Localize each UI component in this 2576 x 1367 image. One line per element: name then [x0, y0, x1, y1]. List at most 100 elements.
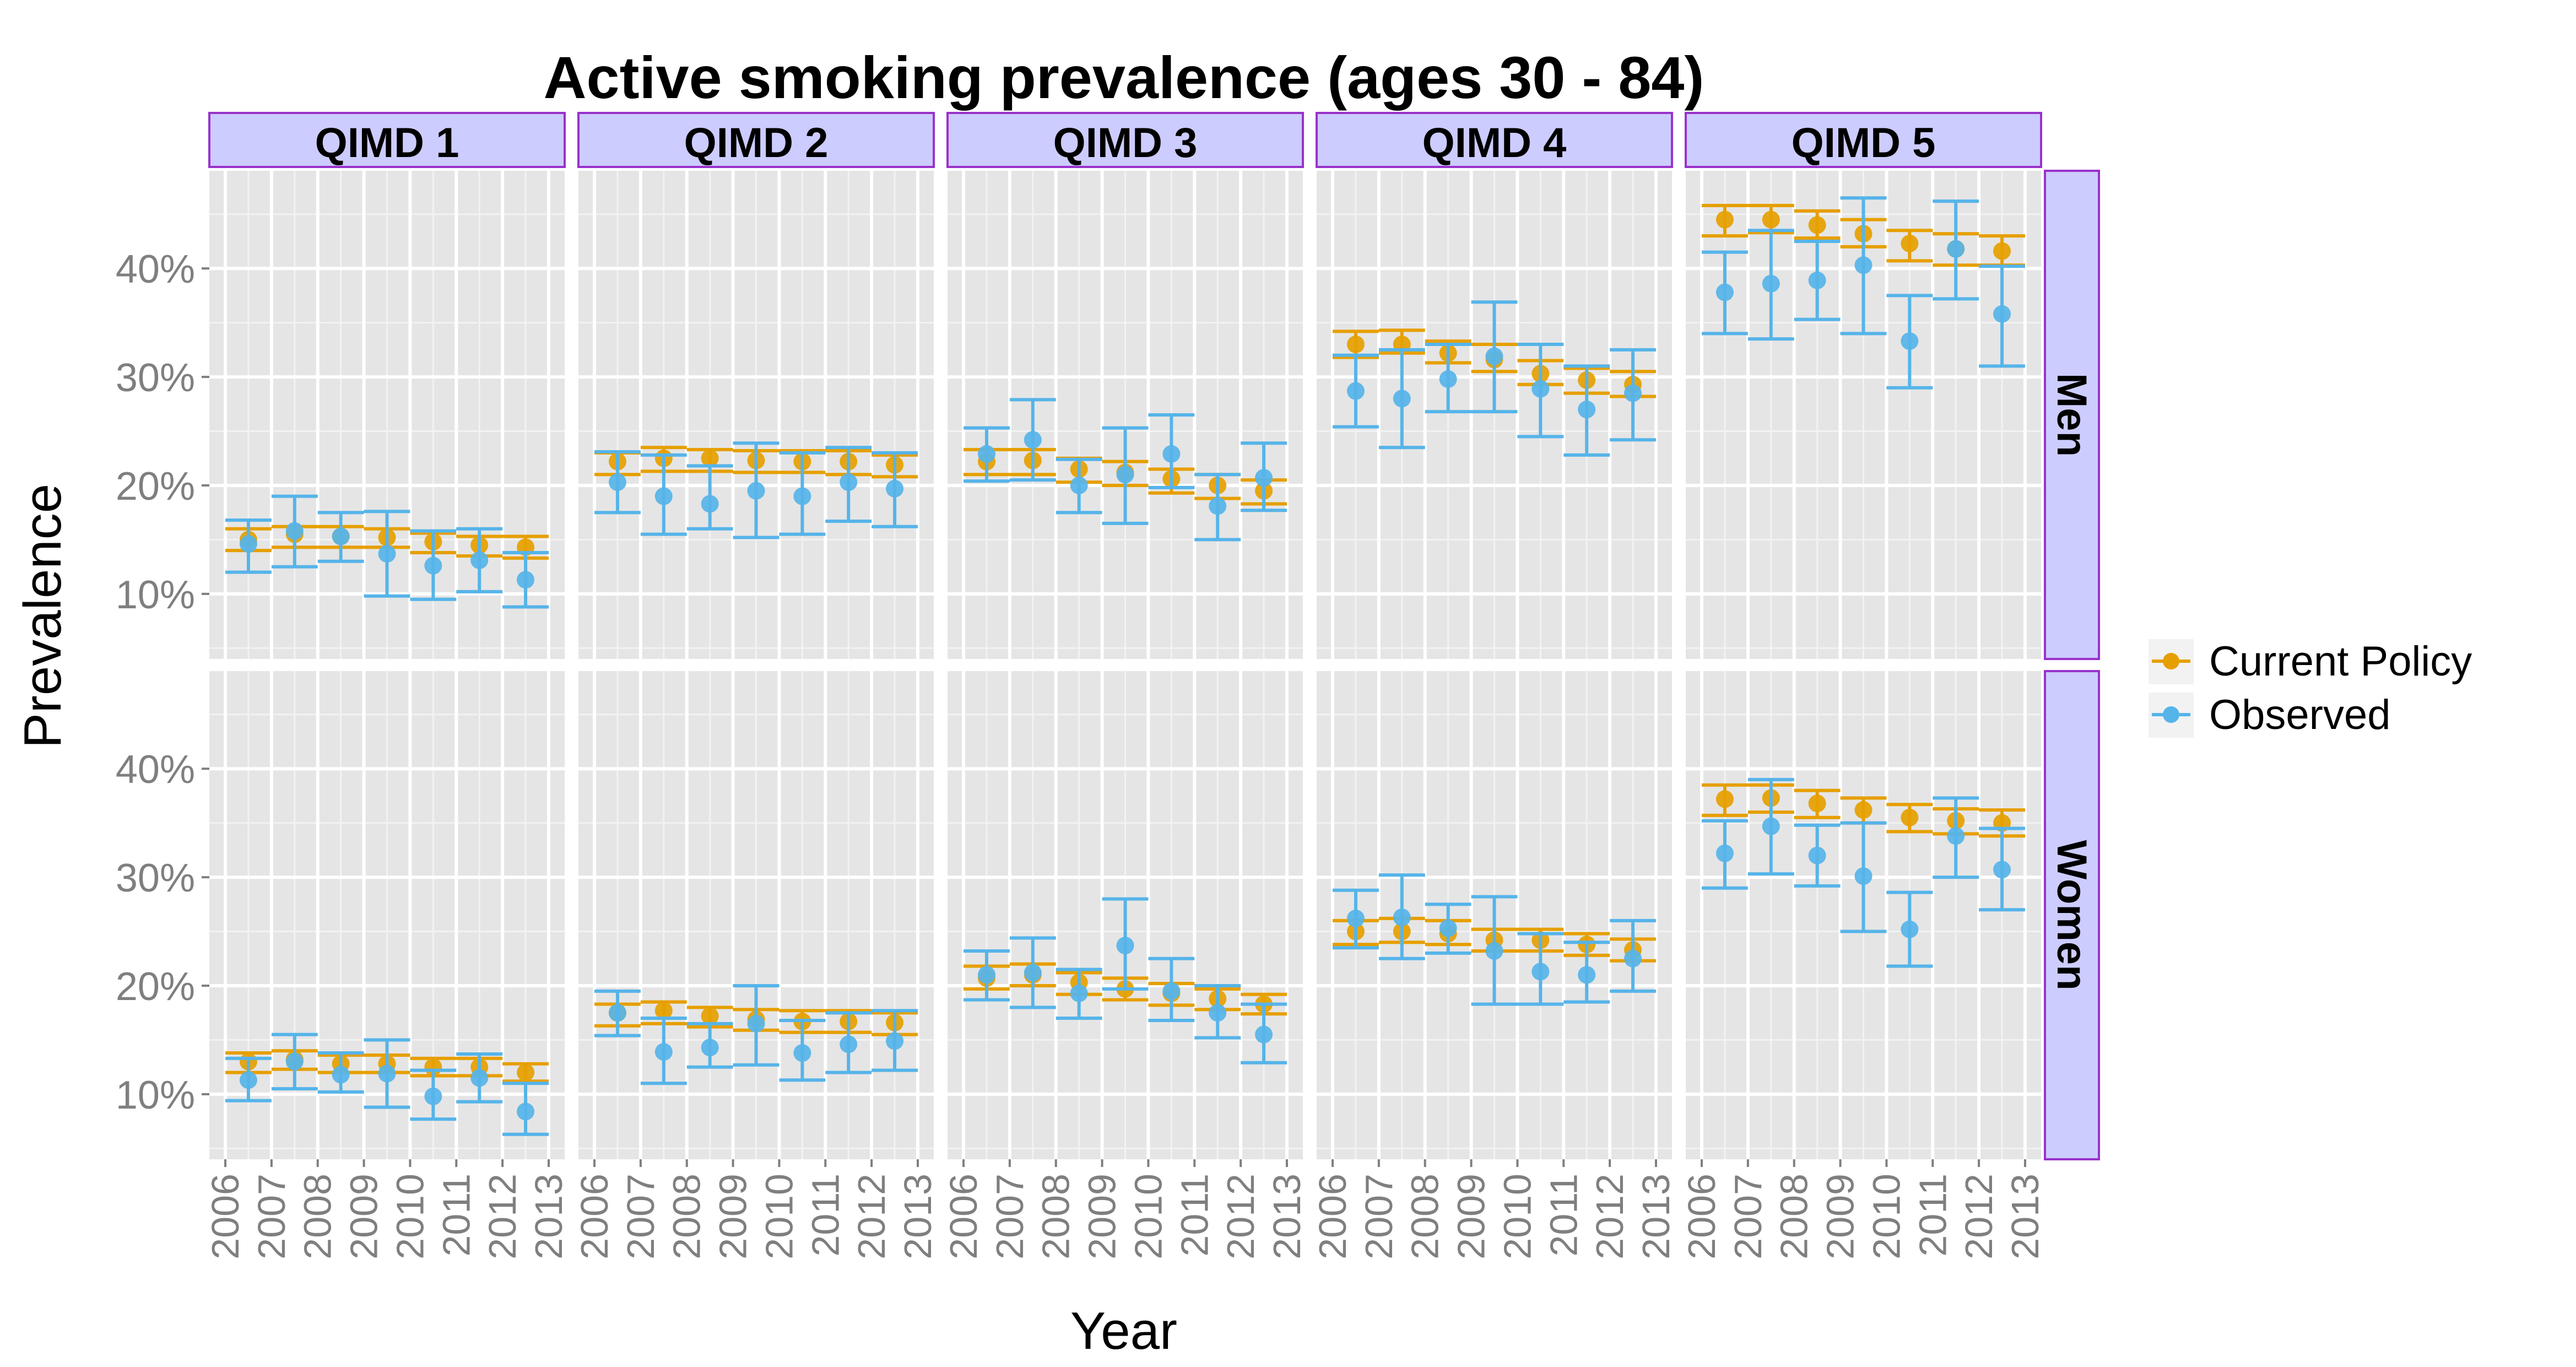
data-point [1808, 795, 1826, 813]
data-point [1808, 271, 1826, 289]
data-point [701, 1007, 719, 1025]
data-point [1624, 949, 1642, 968]
data-point [840, 473, 858, 491]
data-point [1578, 401, 1596, 419]
x-tick-label: 2011 [1173, 1174, 1216, 1257]
strip-label: QIMD 3 [1053, 120, 1198, 166]
data-point [654, 1002, 673, 1020]
data-point [747, 482, 765, 500]
data-point [1901, 234, 1919, 252]
x-tick-label: 2006 [573, 1174, 616, 1260]
legend-item-observed: Observed [2149, 691, 2391, 738]
x-tick-label: 2013 [2004, 1174, 2047, 1260]
legend-item-current-policy: Current Policy [2149, 638, 2472, 685]
series-observed-qimd-2-women [594, 984, 918, 1085]
x-tick-label: 2009 [1450, 1174, 1493, 1260]
strip-background [1316, 112, 1673, 168]
strip-men: Men [2044, 170, 2100, 660]
data-point [886, 479, 904, 498]
data-point [793, 487, 811, 505]
data-point [1255, 1025, 1273, 1044]
data-point [1993, 242, 2011, 260]
x-tick-label: 2008 [665, 1174, 708, 1260]
y-tick-label: 40% [116, 247, 195, 291]
strip-women: Women [2044, 670, 2100, 1160]
data-point [1209, 1004, 1227, 1022]
series-observed-qimd-5-women [1702, 777, 2025, 968]
y-tick-label: 20% [116, 464, 195, 509]
data-point [886, 1032, 904, 1050]
data-point [1808, 846, 1826, 864]
x-axis-label: Year [1070, 1301, 1177, 1360]
x-tick-label: 2013 [896, 1174, 939, 1260]
panel-qimd-2-women [578, 671, 934, 1159]
data-point [1531, 963, 1550, 981]
strip-label: QIMD 5 [1792, 120, 1936, 166]
data-point [1531, 380, 1550, 398]
x-tick-label: 2013 [1265, 1174, 1308, 1260]
y-tick-label: 30% [116, 356, 195, 400]
data-point [1070, 476, 1088, 494]
series-current-policy-qimd-2-women [594, 1000, 918, 1036]
strip-qimd-5: QIMD 5 [1685, 112, 2042, 168]
data-point [1578, 966, 1596, 984]
legend: Current Policy Observed [2149, 638, 2472, 738]
data-point [608, 1004, 626, 1022]
x-tick-label: 2009 [1081, 1174, 1124, 1260]
data-point [517, 1103, 535, 1121]
x-tick-label: 2007 [988, 1174, 1031, 1260]
x-tick-label: 2012 [1219, 1174, 1262, 1260]
x-tick-label: 2011 [1542, 1174, 1585, 1257]
data-point [1993, 861, 2011, 879]
strip-label: Women [2048, 840, 2095, 990]
x-tick-label: 2012 [1588, 1174, 1631, 1260]
data-point [1624, 384, 1642, 402]
x-tick-label: 2013 [1635, 1174, 1677, 1260]
strip-qimd-3: QIMD 3 [946, 112, 1304, 168]
series-observed-qimd-1-women [225, 1033, 549, 1136]
data-point [1255, 469, 1273, 487]
data-point [470, 1069, 489, 1087]
data-point [654, 1043, 673, 1061]
data-point [1393, 908, 1411, 926]
x-tick-label: 2007 [250, 1174, 293, 1260]
data-point [470, 551, 489, 569]
data-point [517, 1063, 535, 1082]
x-tick-label: 2008 [1773, 1174, 1816, 1260]
data-point [1715, 283, 1734, 301]
panel-qimd-2-men [578, 171, 934, 659]
data-point [1393, 390, 1411, 408]
series-observed-qimd-4-women [1333, 873, 1656, 1006]
data-point [378, 1065, 396, 1083]
chart-title: Active smoking prevalence (ages 30 - 84) [544, 44, 1704, 111]
x-tick-label: 2008 [1404, 1174, 1447, 1260]
x-tick-label: 2006 [942, 1174, 985, 1260]
data-point [1808, 216, 1826, 234]
data-point [1346, 909, 1365, 927]
data-point [1854, 801, 1873, 819]
data-point [285, 522, 304, 540]
strip-background [2044, 670, 2100, 1160]
y-tick-label: 10% [116, 573, 195, 617]
strip-qimd-4: QIMD 4 [1316, 112, 1673, 168]
series-observed-qimd-3-men [964, 398, 1287, 542]
data-point [1715, 790, 1734, 808]
legend-key-point [2163, 653, 2179, 669]
strip-background [946, 112, 1304, 168]
data-point [1762, 817, 1780, 835]
x-tick-label: 2012 [1957, 1174, 2000, 1260]
data-point [1024, 431, 1042, 449]
data-point [1854, 867, 1873, 885]
legend-label: Observed [2209, 691, 2391, 738]
strip-label: Men [2048, 373, 2095, 457]
data-point [654, 487, 673, 505]
series-observed-qimd-1-men [225, 494, 549, 609]
data-point [1901, 920, 1919, 938]
x-tick-label: 2010 [388, 1174, 431, 1260]
x-tick-label: 2012 [481, 1174, 524, 1260]
data-point [285, 1052, 304, 1071]
data-point [332, 1066, 350, 1084]
data-point [747, 1014, 765, 1033]
data-point [977, 445, 995, 463]
